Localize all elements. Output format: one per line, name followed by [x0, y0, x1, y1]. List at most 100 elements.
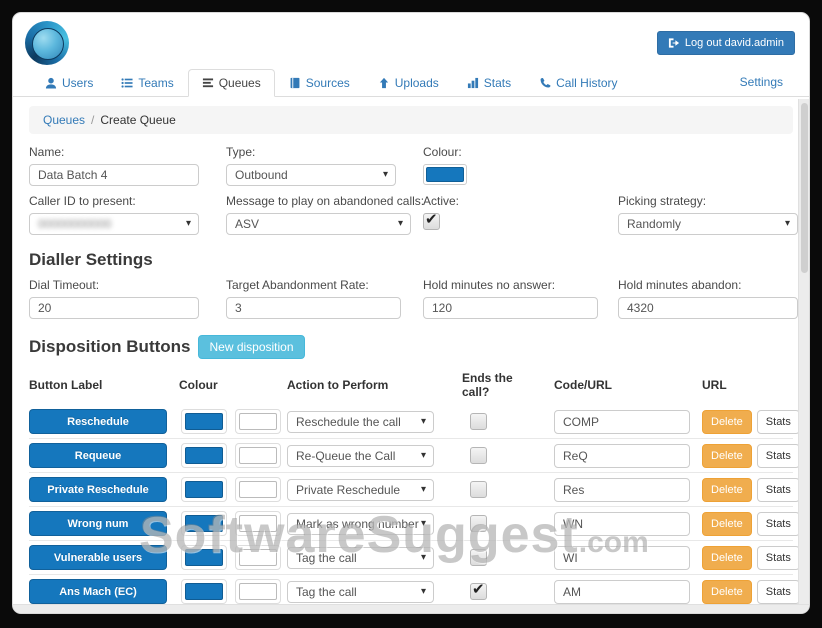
- scrollbar-thumb[interactable]: [801, 103, 808, 273]
- delete-button[interactable]: Delete: [702, 443, 752, 468]
- stats-button[interactable]: Stats: [756, 477, 800, 502]
- colour-picker[interactable]: [423, 164, 467, 185]
- disposition-label-button[interactable]: Reschedule: [29, 409, 167, 434]
- delete-button[interactable]: Delete: [702, 511, 752, 536]
- target-abandonment-input[interactable]: [226, 297, 401, 319]
- disposition-label-button[interactable]: Vulnerable users: [29, 545, 167, 570]
- action-select-value: Private Reschedule: [296, 482, 401, 497]
- tab-users[interactable]: Users: [31, 69, 107, 97]
- stats-button[interactable]: Stats: [756, 443, 800, 468]
- caller-id-select[interactable]: 00000000000 ▾: [29, 213, 199, 235]
- queue-icon: [202, 77, 214, 89]
- tab-label: Queues: [218, 76, 261, 90]
- delete-button[interactable]: Delete: [702, 409, 752, 434]
- code-input[interactable]: [554, 511, 690, 536]
- ends-call-checkbox[interactable]: [470, 413, 487, 430]
- disposition-row: Wrong num Mark as wrong number ▾ Delete …: [29, 506, 800, 540]
- code-input[interactable]: [554, 409, 690, 434]
- button-colour-swatch[interactable]: [181, 579, 227, 604]
- button-colour-swatch[interactable]: [181, 545, 227, 570]
- delete-button[interactable]: Delete: [702, 477, 752, 502]
- disposition-label-button[interactable]: Wrong num: [29, 511, 167, 536]
- text-colour-swatch[interactable]: [235, 443, 281, 468]
- type-label: Type:: [226, 145, 256, 159]
- tab-queues[interactable]: Queues: [187, 69, 275, 97]
- type-select[interactable]: Outbound ▾: [226, 164, 396, 186]
- active-checkbox[interactable]: [423, 210, 440, 230]
- action-select[interactable]: Re-Queue the Call ▾: [287, 444, 434, 467]
- ends-call-checkbox[interactable]: [470, 515, 487, 532]
- horizontal-scrollbar[interactable]: [13, 604, 809, 613]
- text-colour-swatch[interactable]: [235, 579, 281, 604]
- dial-timeout-input[interactable]: [29, 297, 199, 319]
- button-colour-swatch[interactable]: [181, 443, 227, 468]
- action-select[interactable]: Mark as wrong number ▾: [287, 512, 434, 535]
- disposition-label-button[interactable]: Ans Mach (EC): [29, 579, 167, 604]
- delete-button[interactable]: Delete: [702, 579, 752, 604]
- action-select[interactable]: Reschedule the call ▾: [287, 410, 434, 433]
- tab-call-history[interactable]: Call History: [525, 69, 631, 97]
- action-select[interactable]: Tag the call ▾: [287, 580, 434, 603]
- code-input[interactable]: [554, 477, 690, 502]
- new-disposition-button[interactable]: New disposition: [198, 335, 305, 359]
- main-nav: Users Teams Queues Sources Uploads Stats…: [13, 69, 809, 97]
- hold-abandon-input[interactable]: [618, 297, 798, 319]
- text-colour-swatch[interactable]: [235, 409, 281, 434]
- dialler-settings-fields: Dial Timeout: Target Abandonment Rate: H…: [29, 278, 798, 319]
- name-input[interactable]: [29, 164, 199, 186]
- button-colour-swatch[interactable]: [181, 613, 227, 614]
- disposition-label-button[interactable]: Requeue: [29, 443, 167, 468]
- disposition-label-button[interactable]: Private Reschedule: [29, 477, 167, 502]
- button-colour-swatch[interactable]: [181, 477, 227, 502]
- stats-button[interactable]: Stats: [756, 511, 800, 536]
- main-window: Log out david.admin Users Teams Queues S…: [12, 12, 810, 614]
- ends-call-checkbox[interactable]: [470, 580, 487, 600]
- ends-call-checkbox[interactable]: [470, 447, 487, 464]
- code-input[interactable]: [554, 443, 690, 468]
- abandoned-message-select[interactable]: ASV ▾: [226, 213, 411, 235]
- queue-form-row2: Caller ID to present: 00000000000 ▾ Mess…: [29, 194, 798, 235]
- colour-fill: [185, 515, 223, 532]
- stats-button[interactable]: Stats: [756, 545, 800, 570]
- tab-label: Call History: [556, 76, 618, 90]
- hold-no-answer-input[interactable]: [423, 297, 598, 319]
- page-content: Queues / Create Queue Name: Type: Outbou…: [13, 106, 809, 615]
- queue-form-row1: Name: Type: Outbound ▾ Colour:: [29, 145, 793, 186]
- logout-button[interactable]: Log out david.admin: [656, 31, 795, 55]
- text-colour-swatch[interactable]: [235, 511, 281, 536]
- code-input[interactable]: [554, 614, 690, 615]
- tab-sources[interactable]: Sources: [275, 69, 364, 97]
- tab-teams[interactable]: Teams: [107, 69, 187, 97]
- code-input[interactable]: [554, 545, 690, 570]
- ends-call-checkbox[interactable]: [470, 549, 487, 566]
- disposition-table: Reschedule Reschedule the call ▾ Delete …: [29, 405, 800, 615]
- button-colour-swatch[interactable]: [181, 511, 227, 536]
- text-colour-swatch[interactable]: [235, 477, 281, 502]
- text-colour-swatch[interactable]: [235, 613, 281, 614]
- delete-button[interactable]: Delete: [702, 614, 752, 615]
- picking-strategy-select[interactable]: Randomly ▾: [618, 213, 798, 235]
- action-select[interactable]: Tag the call ▾: [287, 546, 434, 569]
- disposition-label-button[interactable]: DMC: [29, 613, 167, 614]
- action-select[interactable]: Private Reschedule ▾: [287, 478, 434, 501]
- breadcrumb-queues-link[interactable]: Queues: [43, 113, 86, 127]
- vertical-scrollbar[interactable]: [798, 99, 809, 604]
- logout-label: Log out david.admin: [684, 37, 784, 49]
- tab-uploads[interactable]: Uploads: [364, 69, 453, 97]
- stats-button[interactable]: Stats: [757, 614, 800, 615]
- settings-link[interactable]: Settings: [739, 75, 783, 89]
- header-ends-call: Ends the call?: [462, 371, 513, 399]
- stats-button[interactable]: Stats: [756, 409, 800, 434]
- ends-call-checkbox[interactable]: [470, 481, 487, 498]
- text-colour-swatch[interactable]: [235, 545, 281, 570]
- header-button-label: Button Label: [29, 378, 103, 392]
- text-colour-fill: [239, 447, 277, 464]
- tab-stats[interactable]: Stats: [453, 69, 525, 97]
- code-input[interactable]: [554, 579, 690, 604]
- button-colour-swatch[interactable]: [181, 409, 227, 434]
- chevron-down-icon: ▾: [420, 585, 426, 597]
- chevron-down-icon: ▾: [420, 483, 426, 495]
- delete-button[interactable]: Delete: [702, 545, 752, 570]
- breadcrumb: Queues / Create Queue: [29, 106, 793, 134]
- stats-button[interactable]: Stats: [756, 579, 800, 604]
